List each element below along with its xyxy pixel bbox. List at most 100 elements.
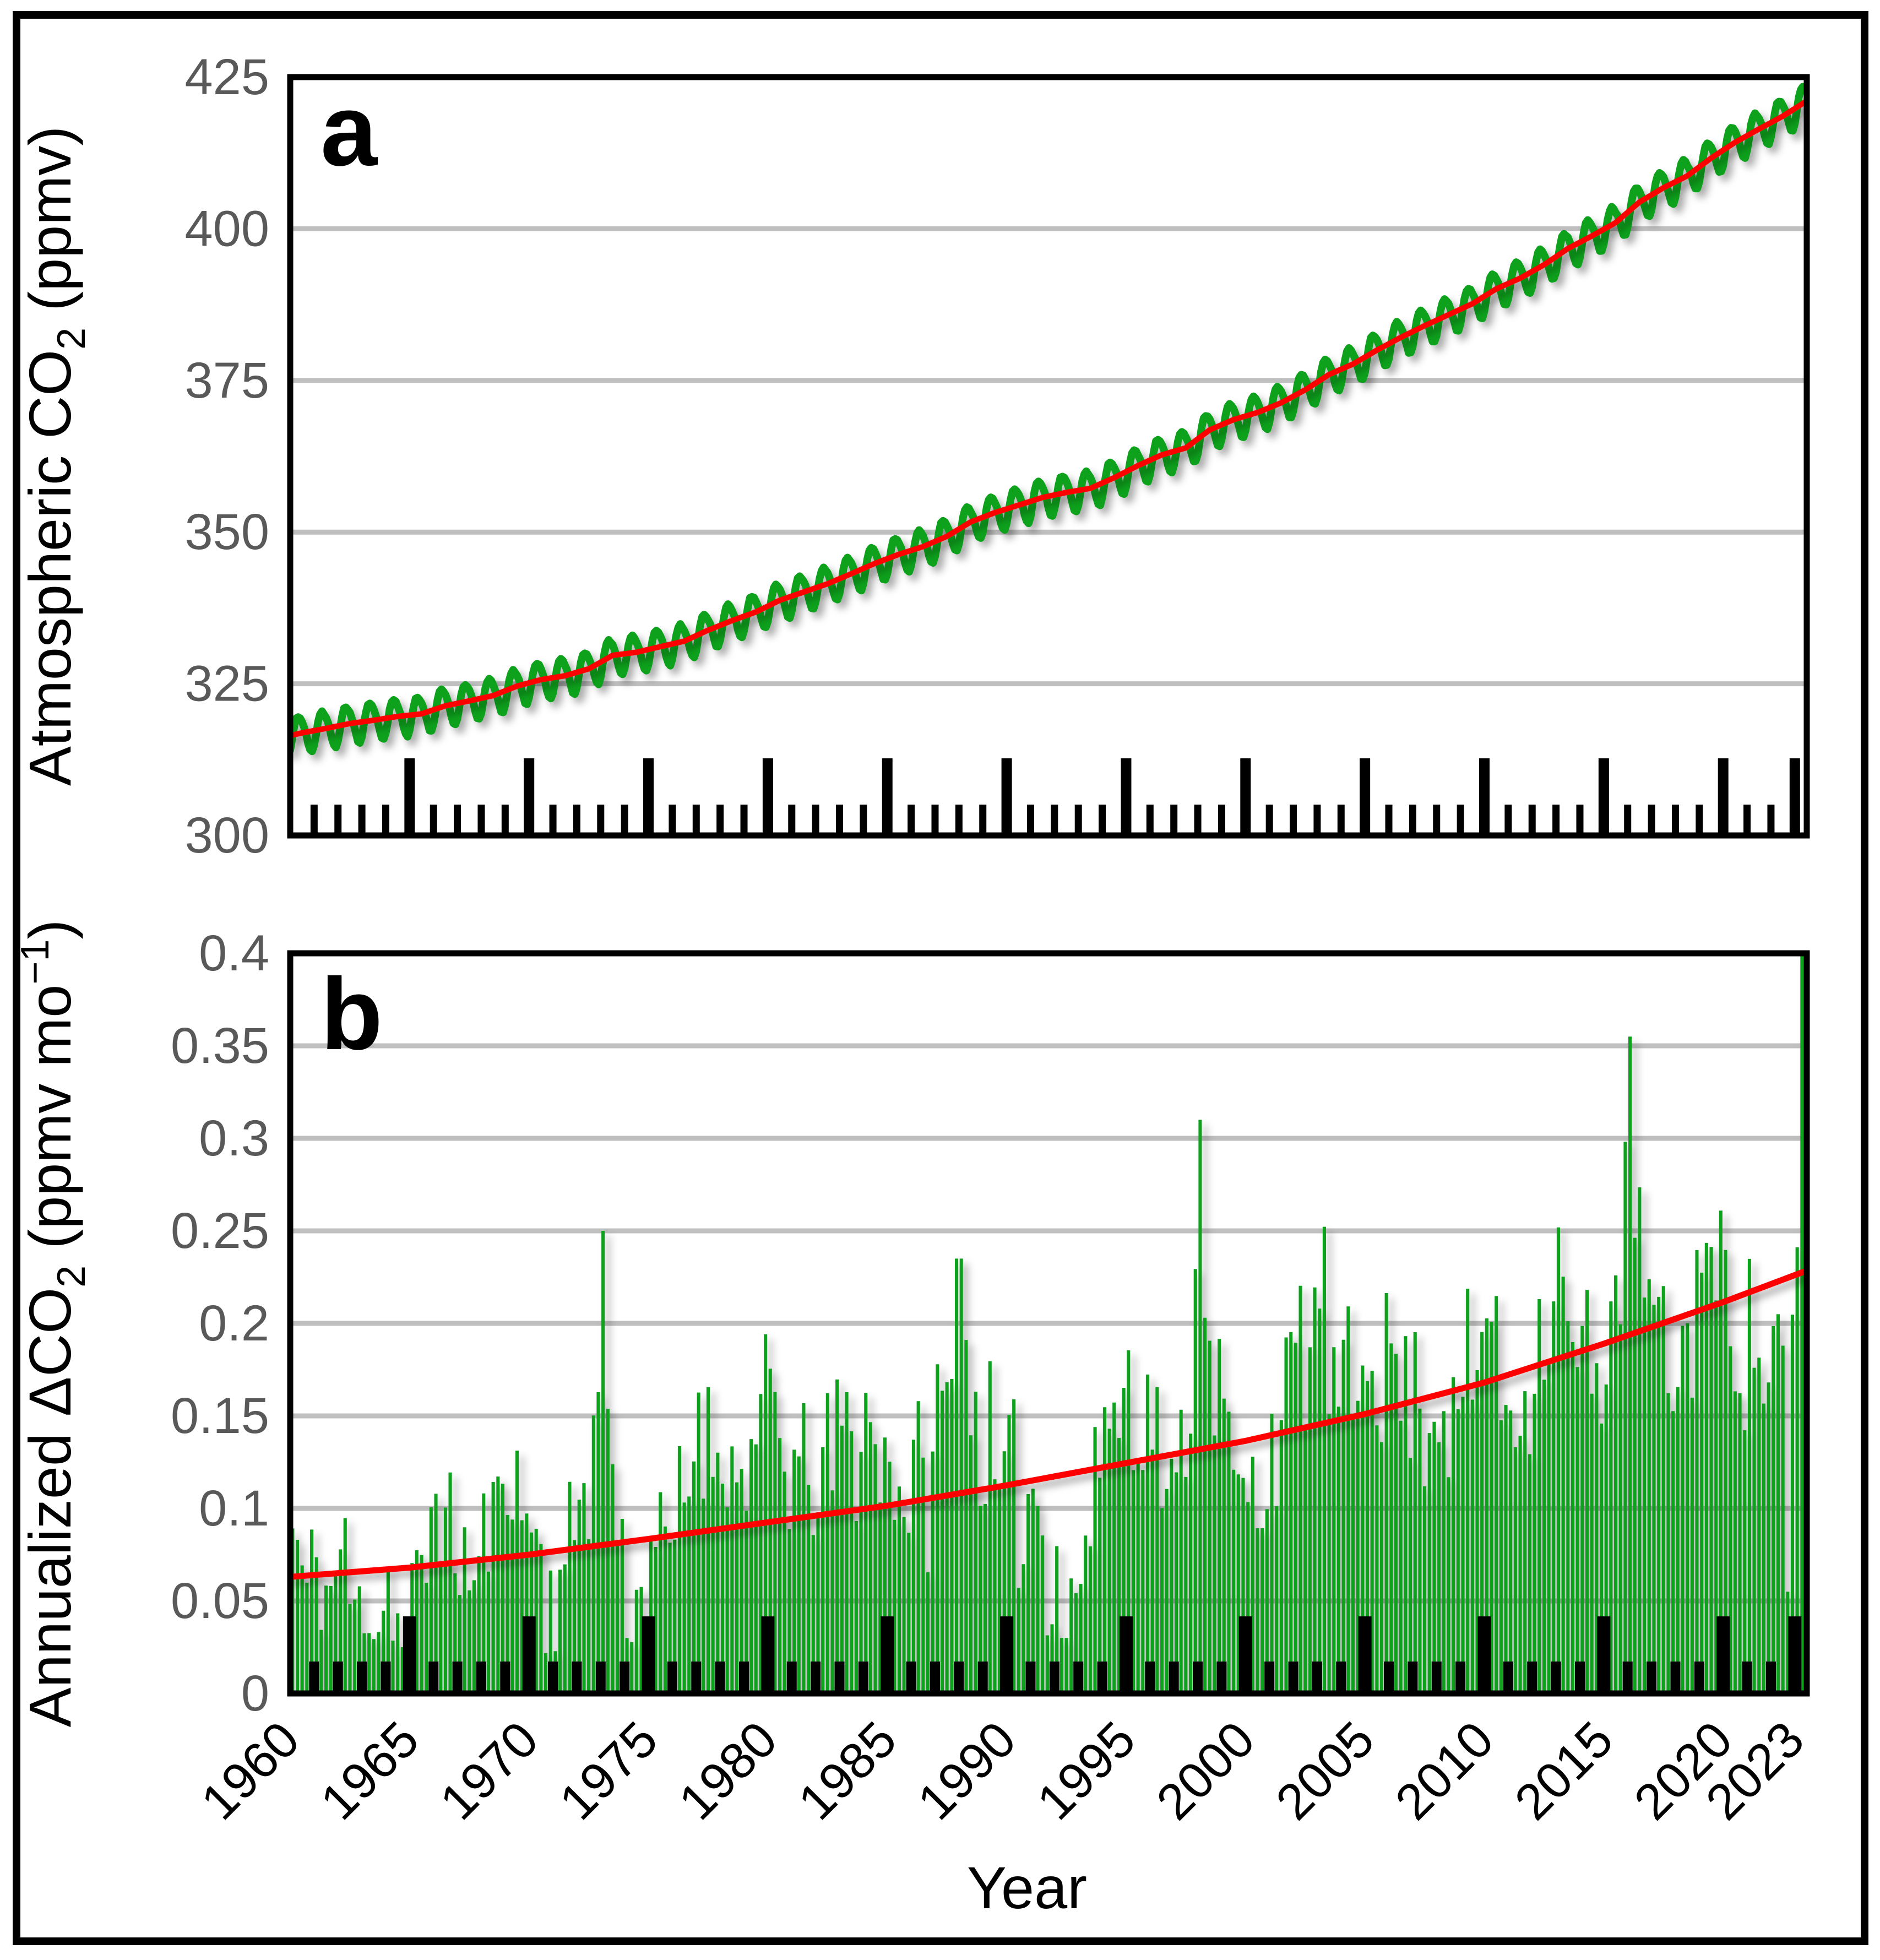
year-tick-major (1358, 1616, 1372, 1693)
x-year-label: 1960 (191, 1711, 310, 1831)
panel-a-border (287, 74, 1810, 839)
year-tick-minor (1767, 805, 1775, 835)
year-tick-minor (1647, 1662, 1657, 1693)
y-tick-label: 0.4 (199, 925, 269, 981)
year-tick-major (1477, 1616, 1491, 1693)
y-tick-label: 325 (185, 656, 270, 712)
year-tick-minor (1528, 805, 1536, 835)
co2-trend-line (290, 98, 1807, 739)
year-tick-minor (597, 805, 605, 835)
year-tick-minor (1742, 1662, 1752, 1693)
panel-b-ytitle-sub: 2 (50, 1266, 94, 1288)
year-tick-minor (1409, 805, 1416, 835)
year-tick-minor (1073, 1662, 1084, 1693)
year-tick-major (403, 1616, 416, 1693)
year-tick-minor (1624, 805, 1632, 835)
panel-a-ytick-labels: 425 400 375 350 325 300 (185, 49, 270, 864)
year-tick-minor (667, 1662, 677, 1693)
year-tick-minor (811, 1662, 821, 1693)
year-tick-minor (1264, 1662, 1275, 1693)
panel-b-ytitle-close: ) (17, 920, 83, 940)
year-tick-major (1716, 1616, 1730, 1693)
x-axis-title: Year (967, 1854, 1087, 1921)
year-tick-minor (1743, 805, 1751, 835)
panel-b: 0.40.350.30.250.20.150.10.050 1960 1965 19… (13, 920, 1814, 1921)
panel-b-ytitle-main: Annualized ΔCO (17, 1288, 83, 1728)
y-tick-label: 0.05 (171, 1573, 269, 1629)
panel-a: 425 400 375 350 325 300 a Atmospheric CO2 (pp… (17, 49, 1810, 864)
panel-b-ytitle-units: (ppmv mo (17, 985, 83, 1266)
year-tick-minor (357, 1662, 367, 1693)
x-year-label: 1980 (669, 1711, 788, 1831)
year-tick-minor (931, 805, 939, 835)
year-tick-major (1001, 758, 1012, 835)
year-tick-minor (1099, 805, 1106, 835)
year-tick-minor (333, 1662, 343, 1693)
y-tick-label: 0.25 (171, 1203, 269, 1259)
year-tick-minor (1074, 805, 1082, 835)
year-tick-minor (1194, 805, 1202, 835)
year-tick-minor (595, 1662, 606, 1693)
year-tick-minor (1145, 1662, 1155, 1693)
panel-a-year-ticks (310, 758, 1800, 835)
y-tick-label: 400 (185, 200, 270, 257)
year-tick-minor (739, 1662, 749, 1693)
year-tick-minor (1671, 805, 1679, 835)
year-tick-minor (309, 1662, 319, 1693)
y-tick-label: 300 (185, 807, 270, 864)
year-tick-minor (740, 805, 748, 835)
year-tick-minor (836, 805, 844, 835)
year-tick-minor (1336, 1662, 1346, 1693)
year-tick-minor (1216, 1662, 1227, 1693)
x-year-label: 1965 (310, 1711, 430, 1831)
y-tick-label: 0.2 (199, 1295, 269, 1351)
year-tick-minor (1384, 1662, 1394, 1693)
year-tick-minor (1265, 805, 1273, 835)
y-tick-label: 425 (185, 49, 270, 105)
year-tick-major (1360, 758, 1371, 835)
x-year-label: 2010 (1385, 1711, 1504, 1831)
x-year-label: 1985 (788, 1711, 908, 1831)
year-tick-minor (1193, 1662, 1203, 1693)
year-tick-minor (1146, 805, 1154, 835)
panel-a-ytitle-sub: 2 (50, 328, 94, 350)
year-tick-major (1479, 758, 1490, 835)
year-tick-minor (691, 1662, 702, 1693)
year-tick-minor (1431, 1662, 1442, 1693)
year-tick-minor (834, 1662, 845, 1693)
year-tick-minor (979, 805, 987, 835)
year-tick-minor (716, 805, 724, 835)
year-tick-minor (1648, 805, 1655, 835)
year-tick-minor (1696, 805, 1703, 835)
year-tick-minor (452, 1662, 463, 1693)
year-tick-major (882, 758, 893, 835)
year-tick-minor (1455, 1662, 1466, 1693)
year-tick-minor (1527, 1662, 1537, 1693)
co2-monthly-series-line (290, 83, 1807, 756)
year-tick-minor (858, 1662, 868, 1693)
year-tick-minor (906, 1662, 916, 1693)
year-tick-minor (1622, 1662, 1633, 1693)
year-tick-major (404, 758, 415, 835)
year-tick-minor (1097, 1662, 1107, 1693)
year-tick-minor (358, 805, 366, 835)
year-tick-minor (1385, 805, 1393, 835)
year-tick-minor (1025, 1662, 1036, 1693)
year-tick-minor (476, 1662, 486, 1693)
year-tick-minor (1337, 805, 1345, 835)
year-tick-minor (1503, 1662, 1513, 1693)
year-tick-major (762, 758, 773, 835)
year-tick-minor (930, 1662, 940, 1693)
y-tick-label: 0.35 (171, 1018, 269, 1074)
year-tick-minor (1551, 1662, 1561, 1693)
year-tick-major (761, 1616, 775, 1693)
year-tick-major (881, 1616, 894, 1693)
year-tick-major (1240, 758, 1251, 835)
year-tick-minor (788, 805, 796, 835)
year-tick-major (1119, 1616, 1133, 1693)
year-tick-major (642, 1616, 655, 1693)
year-tick-minor (1504, 805, 1512, 835)
year-tick-major (1789, 758, 1800, 835)
year-tick-minor (1313, 805, 1321, 835)
